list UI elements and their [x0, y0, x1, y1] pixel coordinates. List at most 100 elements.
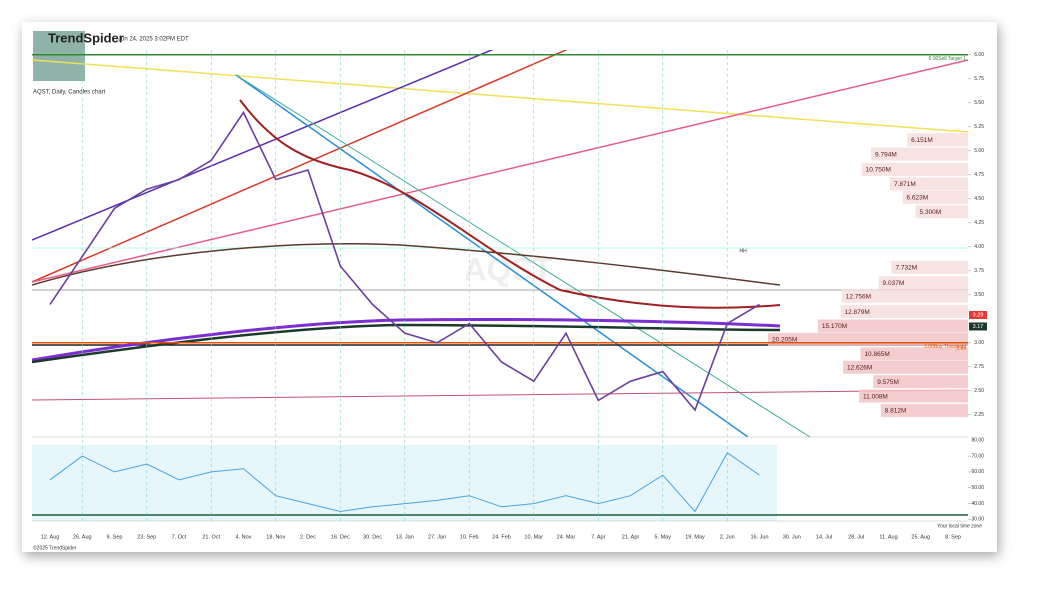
x-tick-label: 10. Mar — [524, 534, 543, 540]
volume-profile-bar — [840, 305, 968, 319]
volume-profile-label: 9.575M — [877, 379, 899, 386]
moving-average — [239, 99, 781, 309]
timestamp: Jun 24, 2025 3:02PM EDT — [118, 37, 189, 43]
price-badge-label: 3.17 — [973, 324, 984, 330]
x-tick-label: 28. Jul — [848, 534, 864, 540]
volume-profile-bar — [915, 205, 968, 219]
volume-profile-label: 12.879M — [845, 309, 870, 316]
x-tick-label: 11. Aug — [879, 534, 897, 540]
volume-profile-bar — [841, 289, 968, 303]
trendline — [32, 50, 494, 241]
y-tick-label: 50.00 — [971, 485, 984, 491]
y-tick-label: 4.75 — [974, 172, 984, 178]
timezone-note: Your local time zone — [937, 523, 982, 529]
y-tick-label: 2.50 — [974, 388, 984, 394]
x-tick-label: 23. Sep — [137, 534, 156, 540]
x-tick-label: 2. Dec — [300, 534, 316, 540]
volume-profile-label: 10.750M — [866, 167, 891, 174]
volume-profile-label: 5.300M — [920, 209, 942, 216]
x-tick-label: 30. Dec — [363, 534, 382, 540]
y-tick-label: 5.50 — [974, 100, 984, 106]
x-tick-label: 25. Aug — [911, 534, 930, 540]
subtitle: AQST, Daily, Candles chart — [33, 90, 106, 96]
y-tick-label: 3.50 — [974, 292, 984, 298]
x-tick-label: 30. Jun — [783, 534, 801, 540]
logo-thumb — [33, 31, 85, 81]
marker-label: HH — [740, 248, 748, 254]
y-tick-label: 30.00 — [971, 517, 984, 523]
panel-border — [32, 436, 968, 522]
y-tick-label: 4.25 — [974, 220, 984, 226]
volume-profile-bar — [861, 163, 968, 176]
volume-profile-label: 8.812M — [885, 408, 907, 415]
y-tick-label: 2.75 — [974, 364, 984, 370]
y-tick-label: 4.50 — [974, 196, 984, 202]
volume-profile-label: 7.871M — [894, 181, 916, 188]
volume-profile-label: 9.794M — [875, 151, 897, 158]
volume-profile-bar — [880, 403, 968, 417]
x-tick-label: 16. Dec — [331, 534, 350, 540]
price-line — [49, 110, 760, 412]
x-tick-label: 8. Sep — [945, 534, 961, 540]
volume-profile-bar — [891, 260, 968, 274]
volume-profile-bar — [907, 133, 968, 147]
volume-profile-bar — [817, 319, 968, 333]
volume-profile-bar — [871, 147, 968, 161]
volume-profile-label: 12.756M — [846, 293, 871, 300]
level-note: 2.94 — [956, 346, 966, 352]
trendline — [32, 59, 968, 283]
volume-profile-label: 12.626M — [847, 364, 872, 371]
brand: TrendSpider — [48, 30, 124, 45]
volume-profile-bar — [902, 190, 968, 204]
x-tick-label: 24. Mar — [557, 534, 576, 540]
price-badge — [969, 322, 987, 331]
volume-profile-label: 6.151M — [911, 137, 933, 144]
volume-profile-label: 10.865M — [864, 351, 889, 358]
overlays — [32, 50, 968, 437]
copyright: ©2025 TrendSpider — [33, 544, 77, 551]
y-tick-label: 3.00 — [974, 340, 984, 346]
x-tick-label: 16. Jun — [750, 534, 768, 540]
y-tick-label: 40.00 — [971, 501, 984, 507]
x-tick-label: 12. Aug — [41, 534, 60, 540]
y-tick-label: 70.00 — [971, 453, 984, 459]
trendline — [32, 389, 968, 401]
x-tick-label: 18. Nov — [266, 534, 285, 540]
x-tick-label: 10. Feb — [460, 534, 479, 540]
volume-profile-bar — [878, 276, 968, 290]
level-label: 3.00Buy Threshold — [924, 344, 966, 350]
y-tick-label: 2.25 — [974, 412, 984, 418]
x-tick-label: 13. Jan — [396, 534, 414, 540]
level-label: 6.00Sell Target 1 — [929, 56, 967, 62]
volume-profile-label: 6.623M — [906, 195, 928, 202]
y-tick-label: 3.75 — [974, 268, 984, 274]
x-tick-label: 14. Jul — [816, 534, 832, 540]
x-tick-label: 7. Apr — [591, 534, 606, 540]
volume-tick-label: 80.00 — [971, 437, 984, 443]
trendline — [235, 74, 811, 437]
price-line — [49, 452, 760, 513]
y-tick-label: 60.00 — [971, 469, 984, 475]
x-tick-label: 27. Jan — [428, 534, 446, 540]
x-tick-label: 9. Sep — [107, 534, 123, 540]
volume-profile-bar — [859, 389, 968, 403]
y-tick-label: 5.00 — [974, 148, 984, 154]
volume-profile-label: 11.008M — [863, 393, 888, 400]
x-tick-label: 24. Feb — [492, 534, 511, 540]
x-tick-label: 26. Aug — [73, 534, 92, 540]
volume-profile-label: 15.170M — [822, 323, 847, 330]
y-tick-label: 5.25 — [974, 124, 984, 130]
moving-average — [32, 243, 781, 286]
x-tick-label: 5. May — [654, 534, 671, 540]
x-tick-label: 19. May — [685, 534, 705, 540]
x-tick-label: 7. Oct — [172, 534, 187, 540]
x-tick-label: 21. Apr — [622, 534, 640, 540]
volume-profile-bar — [843, 360, 968, 374]
trendline — [32, 50, 568, 283]
volume-profile-label: 9.037M — [883, 280, 905, 287]
y-tick-label: 5.75 — [974, 76, 984, 82]
price-badge — [969, 310, 987, 319]
volume-profile-bar — [860, 347, 968, 361]
volume-profile-label: 7.732M — [895, 265, 917, 272]
